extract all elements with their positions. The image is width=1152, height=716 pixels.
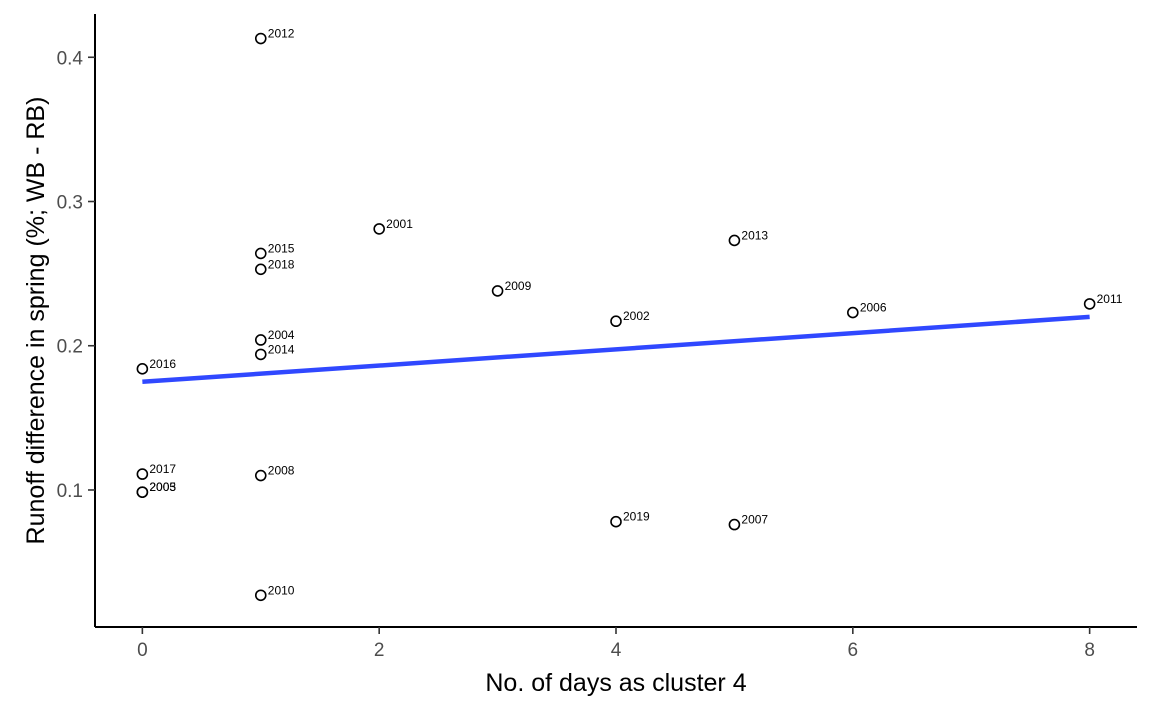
y-ticks: 0.1 0.2 0.3 0.4: [57, 48, 95, 502]
data-point: [373, 223, 385, 235]
x-tick-label: 8: [1084, 640, 1095, 661]
data-point: [728, 234, 741, 247]
trend-line: [142, 314, 1090, 385]
data-point: [136, 486, 149, 498]
point-label: 2003: [149, 480, 176, 494]
x-tick-label: 2: [374, 640, 385, 661]
point-label: 2011: [1097, 292, 1123, 306]
point-label: 2012: [268, 27, 295, 41]
data-point: [728, 518, 741, 531]
point-label: 2008: [268, 464, 295, 478]
point-label: 2009: [505, 279, 532, 293]
point-label: 2002: [623, 309, 650, 323]
data-point: [136, 468, 149, 480]
data-point: [254, 469, 267, 482]
data-point: [610, 315, 622, 328]
point-label: 2016: [149, 357, 176, 371]
point-label: 2004: [268, 328, 295, 342]
point-label: 2014: [268, 342, 295, 356]
point-label: 2006: [860, 301, 887, 315]
data-point: [254, 263, 267, 276]
x-tick-label: 6: [848, 640, 859, 661]
trend-line-layer: [142, 314, 1090, 385]
data-point: [1083, 298, 1096, 310]
data-point: [491, 285, 504, 297]
point-label: 2001: [386, 217, 413, 231]
data-point: [136, 363, 149, 375]
x-tick-label: 0: [137, 640, 148, 661]
data-point: [254, 334, 267, 346]
point-label: 2018: [268, 257, 295, 271]
data-point: [847, 306, 859, 319]
data-point: [254, 589, 267, 602]
y-tick-label: 0.4: [57, 48, 84, 69]
point-label: 2010: [268, 583, 295, 597]
x-ticks: 0 2 4 6 8: [137, 627, 1095, 661]
data-point: [254, 32, 267, 45]
data-point: [254, 247, 267, 260]
y-tick-label: 0.2: [57, 337, 83, 358]
y-tick-label: 0.3: [57, 193, 83, 214]
point-label: 2005: [149, 480, 176, 494]
data-point: [610, 515, 622, 528]
point-label: 2017: [149, 462, 176, 476]
point-label: 2007: [741, 513, 768, 527]
point-label: 2015: [268, 241, 295, 255]
point-label: 2019: [623, 510, 650, 524]
x-tick-label: 4: [611, 640, 622, 661]
y-axis-title: Runoff difference in spring (%; WB - RB): [22, 97, 50, 545]
data-point: [254, 348, 267, 361]
data-points: 2012 2001 2013 2015 2018 2009 2011 2006 2002 2004…: [136, 27, 1123, 602]
x-axis-title: No. of days as cluster 4: [485, 669, 746, 697]
point-label: 2013: [741, 228, 768, 242]
y-tick-label: 0.1: [57, 481, 83, 502]
